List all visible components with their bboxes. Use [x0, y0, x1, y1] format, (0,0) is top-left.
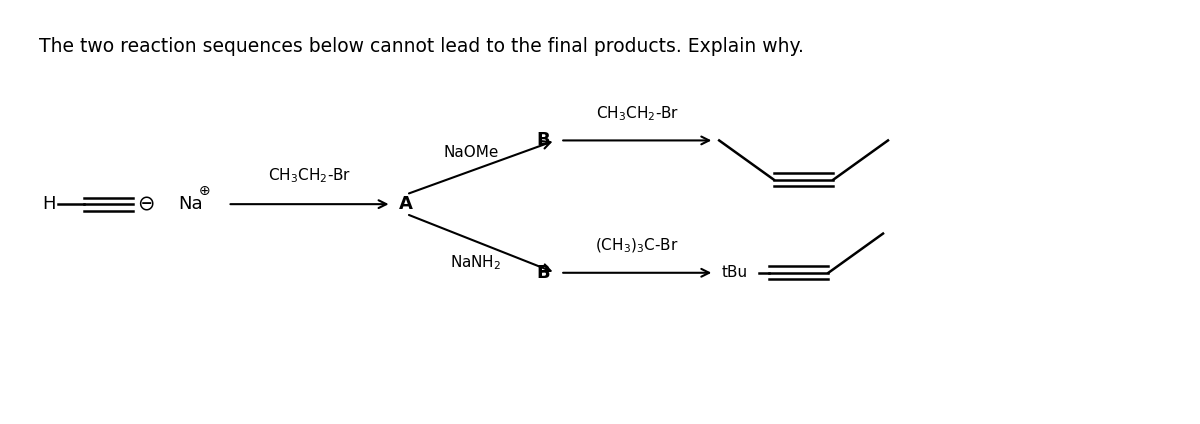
Text: NaNH$_2$: NaNH$_2$ — [450, 253, 502, 272]
Text: B: B — [536, 131, 551, 149]
Text: B: B — [536, 264, 551, 282]
Text: CH$_3$CH$_2$-Br: CH$_3$CH$_2$-Br — [268, 166, 352, 184]
Text: (CH$_3$)$_3$C-Br: (CH$_3$)$_3$C-Br — [595, 237, 679, 255]
Text: The two reaction sequences below cannot lead to the final products. Explain why.: The two reaction sequences below cannot … — [38, 37, 804, 56]
Text: tBu: tBu — [721, 265, 748, 280]
Text: CH$_3$CH$_2$-Br: CH$_3$CH$_2$-Br — [595, 104, 679, 123]
Text: ⊖: ⊖ — [138, 194, 155, 214]
Text: ⊕: ⊕ — [199, 184, 210, 198]
Text: Na: Na — [178, 195, 203, 213]
Text: H: H — [42, 195, 56, 213]
Text: NaOMe: NaOMe — [443, 145, 498, 159]
Text: A: A — [400, 195, 413, 213]
